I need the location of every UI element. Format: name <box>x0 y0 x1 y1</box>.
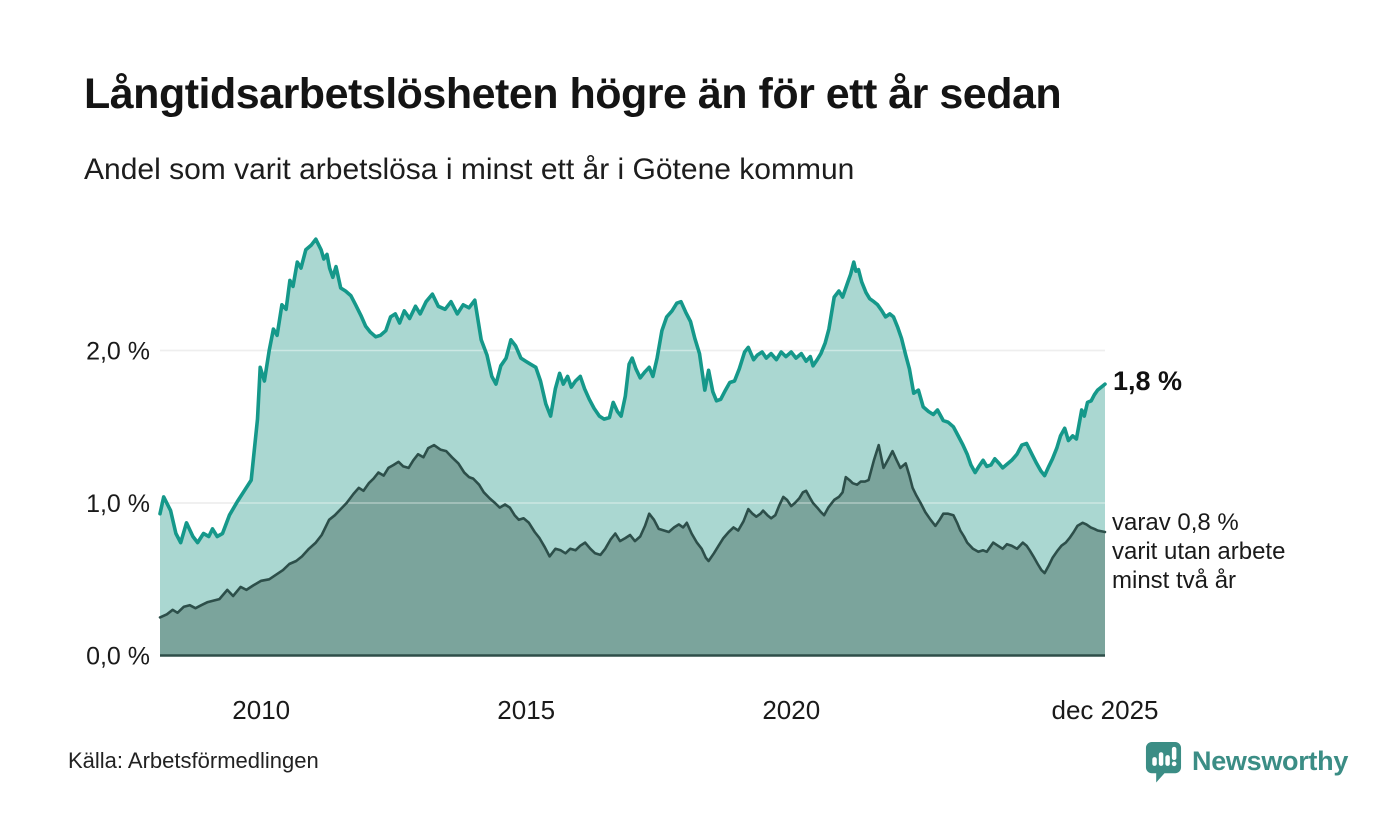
line-two-years <box>158 443 1107 619</box>
x-axis-tick-label: 2020 <box>762 695 820 725</box>
x-axis-tick-label: dec 2025 <box>1052 695 1159 725</box>
newsworthy-bubble-chart-icon <box>1144 740 1183 783</box>
y-axis-tick-label: 1,0 % <box>86 490 150 518</box>
y-axis-labels: 0,0 % 1,0 % 2,0 % <box>86 338 150 671</box>
chart-subtitle: Andel som varit arbetslösa i minst ett å… <box>84 153 855 186</box>
line-one-year <box>158 237 1107 545</box>
annotation-two-years-line1: varav 0,8 % <box>1112 508 1239 536</box>
source-credit: Källa: Arbetsförmedlingen <box>68 748 319 773</box>
annotation-two-years: varav 0,8 % varit utan arbete minst två … <box>1112 508 1285 595</box>
newsworthy-logo: Newsworthy <box>1144 740 1348 783</box>
newsworthy-wordmark: Newsworthy <box>1192 746 1349 776</box>
annotation-latest-total: 1,8 % <box>1113 366 1183 397</box>
area-fill-two-years <box>160 445 1105 656</box>
x-axis-tick-label: 2010 <box>232 695 290 725</box>
page-title: Långtidsarbetslösheten högre än för ett … <box>84 70 1062 118</box>
y-axis-tick-label: 2,0 % <box>86 338 150 366</box>
annotation-two-years-line3: minst två år <box>1112 566 1237 594</box>
annotation-two-years-line2: varit utan arbete <box>1112 537 1286 565</box>
gridlines-over <box>160 349 1105 504</box>
y-axis-tick-label: 0,0 % <box>86 643 150 671</box>
x-axis-tick-label: 2015 <box>497 695 555 725</box>
x-axis-labels: 2010 2015 2020 dec 2025 <box>232 695 1158 725</box>
